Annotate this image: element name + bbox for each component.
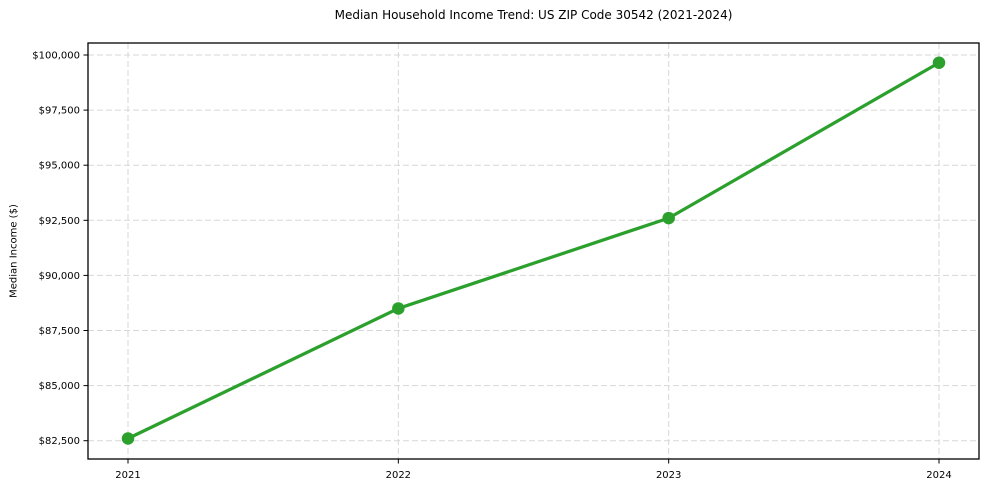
plot-frame	[87, 42, 980, 460]
y-tick-label: $95,000	[39, 161, 80, 172]
y-tick-label: $97,500	[39, 106, 80, 117]
data-point-marker	[392, 302, 405, 315]
y-tick-label: $82,500	[39, 436, 80, 447]
x-tick-label: 2023	[656, 470, 681, 481]
chart-title: Median Household Income Trend: US ZIP Co…	[334, 8, 733, 22]
y-tick-label: $92,500	[39, 216, 80, 227]
y-tick-label: $100,000	[32, 51, 80, 62]
data-point-marker	[121, 432, 135, 445]
y-tick-label: $85,000	[39, 381, 80, 392]
income-trend-line	[126, 61, 941, 441]
y-tick-label: $90,000	[39, 271, 80, 282]
y-tick-label: $87,500	[39, 326, 80, 337]
x-tick-label: 2021	[115, 470, 140, 481]
data-point-marker	[662, 211, 675, 225]
x-tick-label: 2022	[386, 470, 411, 481]
x-tick-label: 2024	[926, 470, 951, 481]
y-axis-label: Median Income ($)	[8, 204, 20, 298]
data-point-marker	[932, 56, 946, 69]
